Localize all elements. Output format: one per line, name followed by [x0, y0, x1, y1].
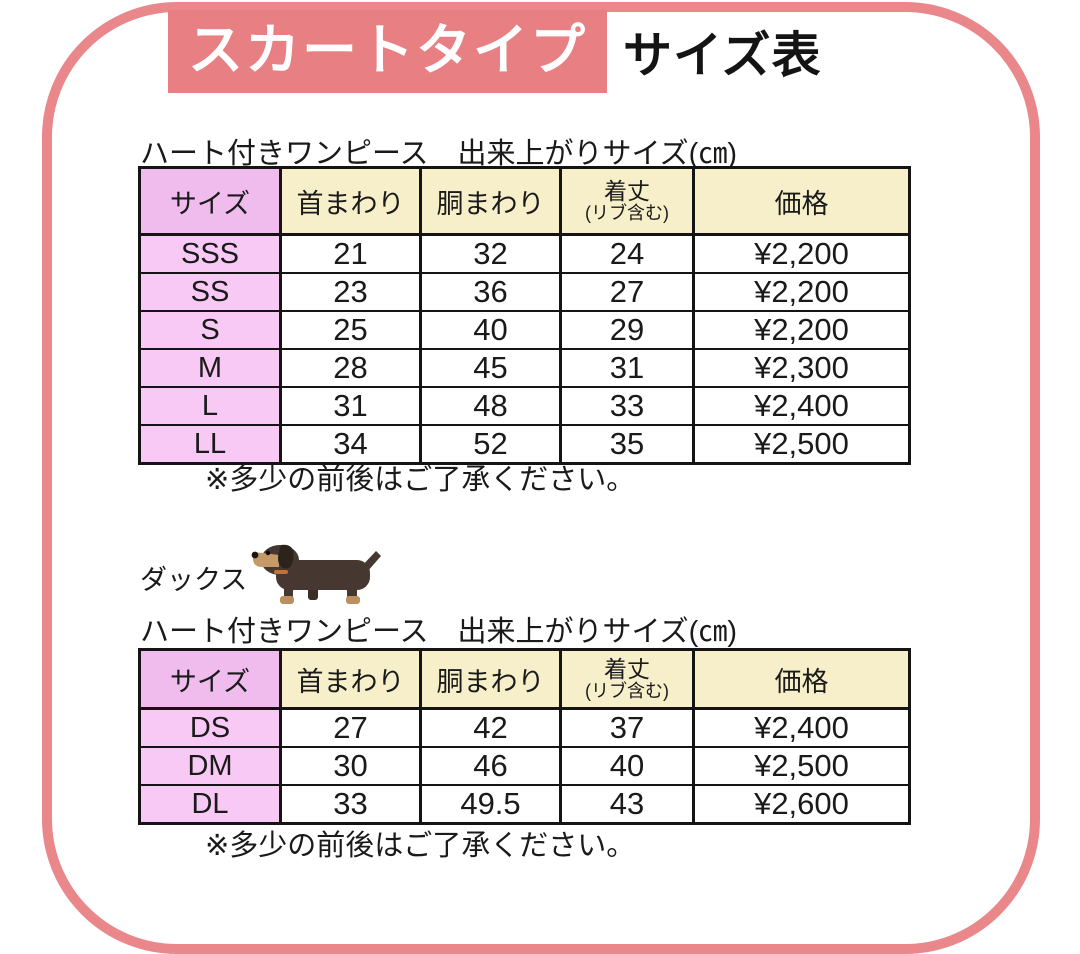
size-cell: M [138, 348, 282, 388]
table1-header-row: サイズ 首まわり 胴まわり 着丈 (リブ含む) 価格 [138, 166, 911, 236]
price-cell: ¥2,500 [692, 746, 911, 786]
col-header-length-sub: (リブ含む) [585, 202, 669, 223]
table-row: DM 30 46 40 ¥2,500 [138, 746, 911, 786]
col-header-length: 着丈 (リブ含む) [559, 648, 695, 710]
table-row: S 25 40 29 ¥2,200 [138, 310, 911, 350]
length-cell: 24 [559, 233, 695, 274]
col-header-girth: 胴まわり [419, 648, 562, 710]
tolerance-note: ※多少の前後はご了承ください。 [205, 830, 636, 862]
neck-cell: 28 [279, 348, 422, 388]
table1-title: ハート付きワンピース 出来上がりサイズ(㎝) [140, 138, 737, 170]
size-table-dachshund: サイズ 首まわり 胴まわり 着丈 (リブ含む) 価格 DS 27 42 37 ¥… [138, 648, 911, 825]
price-cell: ¥2,300 [692, 348, 911, 388]
length-cell: 29 [559, 310, 695, 350]
girth-cell: 48 [419, 386, 562, 426]
neck-cell: 31 [279, 386, 422, 426]
length-cell: 27 [559, 272, 695, 312]
table-row: SSS 21 32 24 ¥2,200 [138, 233, 911, 274]
neck-cell: 23 [279, 272, 422, 312]
neck-cell: 27 [279, 707, 422, 748]
table-row: DS 27 42 37 ¥2,400 [138, 707, 911, 748]
size-cell: L [138, 386, 282, 426]
length-cell: 40 [559, 746, 695, 786]
price-cell: ¥2,200 [692, 272, 911, 312]
size-cell: DM [138, 746, 282, 786]
col-header-price: 価格 [692, 648, 911, 710]
size-cell: LL [138, 424, 282, 465]
length-cell: 43 [559, 784, 695, 825]
price-cell: ¥2,400 [692, 386, 911, 426]
table-row: M 28 45 31 ¥2,300 [138, 348, 911, 388]
col-header-length-sub: (リブ含む) [585, 680, 669, 701]
length-cell: 33 [559, 386, 695, 426]
price-cell: ¥2,500 [692, 424, 911, 465]
page-title-suffix: サイズ表 [623, 29, 822, 83]
girth-cell: 49.5 [419, 784, 562, 825]
col-header-length-main: 着丈 [604, 178, 650, 205]
girth-cell: 36 [419, 272, 562, 312]
neck-cell: 25 [279, 310, 422, 350]
girth-cell: 45 [419, 348, 562, 388]
girth-cell: 32 [419, 233, 562, 274]
type-badge: スカートタイプ [168, 10, 608, 93]
page-title: スカートタイプ サイズ表 [168, 10, 822, 93]
size-cell: SS [138, 272, 282, 312]
girth-cell: 52 [419, 424, 562, 465]
neck-cell: 30 [279, 746, 422, 786]
table-row: LL 34 52 35 ¥2,500 [138, 424, 911, 465]
size-cell: DL [138, 784, 282, 825]
price-cell: ¥2,600 [692, 784, 911, 825]
size-cell: DS [138, 707, 282, 748]
girth-cell: 46 [419, 746, 562, 786]
table2-title: ハート付きワンピース 出来上がりサイズ(㎝) [140, 616, 737, 648]
price-cell: ¥2,200 [692, 310, 911, 350]
length-cell: 37 [559, 707, 695, 748]
col-header-length: 着丈 (リブ含む) [559, 166, 695, 236]
neck-cell: 21 [279, 233, 422, 274]
girth-cell: 40 [419, 310, 562, 350]
col-header-price: 価格 [692, 166, 911, 236]
table-row: SS 23 36 27 ¥2,200 [138, 272, 911, 312]
table-row: L 31 48 33 ¥2,400 [138, 386, 911, 426]
price-cell: ¥2,200 [692, 233, 911, 274]
table-row: DL 33 49.5 43 ¥2,600 [138, 784, 911, 825]
col-header-size: サイズ [138, 648, 282, 710]
col-header-girth: 胴まわり [419, 166, 562, 236]
length-cell: 35 [559, 424, 695, 465]
neck-cell: 34 [279, 424, 422, 465]
col-header-length-main: 着丈 [604, 656, 650, 683]
table2-header-row: サイズ 首まわり 胴まわり 着丈 (リブ含む) 価格 [138, 648, 911, 710]
girth-cell: 42 [419, 707, 562, 748]
dachshund-label: ダックス [140, 565, 248, 595]
length-cell: 31 [559, 348, 695, 388]
tolerance-note: ※多少の前後はご了承ください。 [205, 464, 636, 496]
size-cell: SSS [138, 233, 282, 274]
neck-cell: 33 [279, 784, 422, 825]
col-header-neck: 首まわり [279, 648, 422, 710]
col-header-size: サイズ [138, 166, 282, 236]
size-table-standard: サイズ 首まわり 胴まわり 着丈 (リブ含む) 価格 SSS 21 32 24 … [138, 166, 911, 465]
dachshund-icon [251, 544, 381, 604]
size-cell: S [138, 310, 282, 350]
col-header-neck: 首まわり [279, 166, 422, 236]
price-cell: ¥2,400 [692, 707, 911, 748]
